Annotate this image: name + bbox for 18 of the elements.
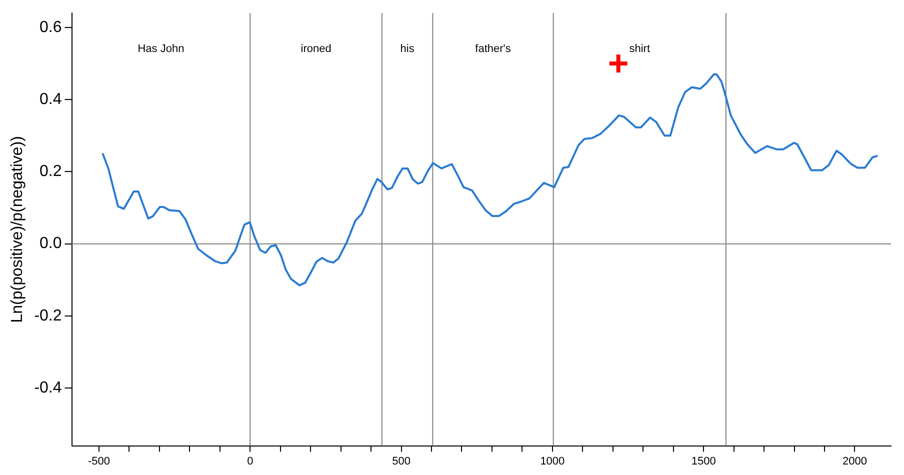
annotation: shirt <box>629 43 650 56</box>
annotation: ironed <box>300 43 332 56</box>
y-tick-label: 0.0 <box>40 235 62 252</box>
y-tick-label: 0.6 <box>40 18 62 36</box>
annotation: Has John <box>138 43 184 56</box>
annotation: father's <box>475 43 512 56</box>
x-tick-label: 1500 <box>691 455 716 468</box>
y-tick-label: -0.4 <box>34 380 62 396</box>
x-tick-label: -500 <box>88 455 110 468</box>
y-tick-label: 0.4 <box>40 90 62 108</box>
y-tick-label: 0.2 <box>40 163 62 180</box>
y-tick-label: -0.2 <box>34 307 62 324</box>
x-tick-label: 500 <box>392 455 410 468</box>
x-tick-label: 0 <box>247 455 254 468</box>
x-tick-label: 1000 <box>540 455 565 468</box>
x-tick-label: 2000 <box>842 455 867 468</box>
y-axis-title: Ln(p(positive)/p(negative)) <box>9 136 26 323</box>
annotation: his <box>400 43 415 56</box>
